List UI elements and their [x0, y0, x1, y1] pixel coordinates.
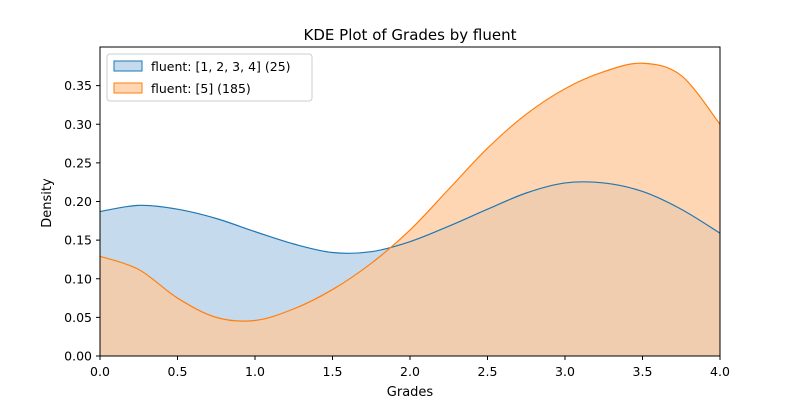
x-tick-label: 4.0	[710, 364, 730, 379]
x-tick-label: 2.5	[478, 364, 498, 379]
y-tick-label: 0.15	[64, 233, 92, 248]
legend: fluent: [1, 2, 3, 4] (25) fluent: [5] (1…	[106, 53, 313, 102]
y-tick-label: 0.35	[64, 78, 92, 93]
kde-line-series-1	[99, 181, 721, 254]
x-tick-label: 0.0	[90, 364, 110, 379]
x-axis-ticks: 0.0 0.5 1.0 1.5 2.0 2.5 3.0 3.5 4.0	[90, 356, 730, 379]
x-tick-label: 1.0	[245, 364, 265, 379]
y-tick-label: 0.05	[64, 310, 92, 325]
y-tick-label: 0.30	[64, 117, 92, 132]
y-axis-ticks: 0.00 0.05 0.10 0.15 0.20 0.25 0.30 0.35	[64, 78, 100, 364]
x-axis-label: Grades	[387, 385, 434, 400]
kde-area-series-2	[100, 63, 720, 356]
legend-label-series-2: fluent: [5] (185)	[151, 81, 251, 96]
y-axis-label: Density	[40, 178, 55, 228]
x-tick-label: 1.5	[323, 364, 343, 379]
legend-box	[106, 53, 313, 102]
x-tick-label: 3.0	[555, 364, 575, 379]
legend-swatch-series-2	[113, 82, 143, 94]
chart-title: KDE Plot of Grades by fluent	[304, 26, 517, 44]
y-tick-label: 0.20	[64, 194, 92, 209]
x-tick-label: 3.5	[633, 364, 653, 379]
y-tick-label: 0.00	[64, 349, 92, 364]
legend-label-series-1: fluent: [1, 2, 3, 4] (25)	[151, 59, 291, 74]
x-tick-label: 2.0	[400, 364, 420, 379]
y-tick-label: 0.25	[64, 155, 92, 170]
x-tick-label: 0.5	[168, 364, 188, 379]
y-tick-label: 0.10	[64, 271, 92, 286]
plot-area	[99, 62, 721, 356]
legend-swatch-series-1	[113, 60, 143, 72]
kde-line-series-2	[99, 62, 721, 322]
